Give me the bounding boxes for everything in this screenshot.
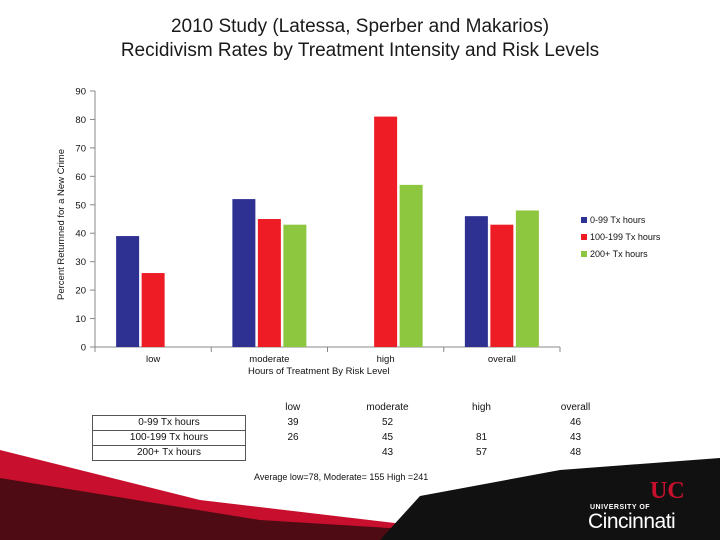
bar-low-0-99-tx-hours (116, 236, 140, 347)
legend-swatch (581, 216, 587, 223)
table-header: moderate (366, 402, 409, 414)
table-row: 200+ Tx hours 43 57 48 (92, 445, 623, 461)
table-cell: 52 (381, 417, 394, 428)
y-tick-label: 70 (75, 143, 86, 154)
table-header-row: low moderate high overall (93, 401, 623, 416)
table-cell: 46 (569, 417, 582, 428)
table-cell: 81 (475, 432, 488, 443)
table-row-label: 200+ Tx hours (92, 445, 246, 461)
uc-monogram: UC (650, 478, 685, 504)
legend-label: 200+ Tx hours (590, 248, 648, 259)
table-row: 100-199 Tx hours 26 45 81 43 (92, 430, 623, 446)
bar-chart: 0 10 20 30 40 50 60 70 80 90 low moderate high overal… (75, 87, 561, 365)
y-tick-label: 0 (81, 343, 86, 354)
table-cell: 45 (381, 432, 394, 443)
y-tick-label: 20 (75, 286, 86, 297)
y-tick-label: 10 (75, 314, 86, 325)
table-corner (93, 401, 246, 416)
table-cell: 48 (569, 447, 582, 458)
bar-high-200-tx-hours (399, 184, 423, 347)
table-row-label: 0-99 Tx hours (92, 415, 246, 431)
y-tick-label: 90 (75, 87, 86, 98)
table-row: 0-99 Tx hours 39 52 46 (92, 415, 623, 431)
y-tick-label: 40 (75, 229, 86, 240)
table-cell: 43 (569, 432, 582, 443)
bar-moderate-0-99-tx-hours (232, 199, 256, 347)
table-header: high (472, 402, 491, 414)
footer-dark-band (0, 478, 720, 540)
bar-overall-0-99-tx-hours (464, 216, 488, 347)
bar-high-100-199-tx-hours (374, 116, 398, 347)
data-table: low moderate high overall 0-99 Tx hours … (92, 401, 623, 461)
x-category-label: overall (488, 354, 516, 365)
x-category-label: moderate (249, 354, 289, 365)
bar-moderate-200-tx-hours (283, 224, 307, 347)
y-tick-label: 60 (75, 172, 86, 183)
logo-line-1: UNIVERSITY OF (590, 504, 651, 511)
footer-black-band (380, 458, 720, 540)
y-tick-label: 80 (75, 115, 86, 126)
table-cell: 39 (287, 417, 299, 428)
table-cell (435, 416, 529, 431)
table-cell: 26 (287, 432, 299, 443)
bar-moderate-100-199-tx-hours (257, 219, 281, 347)
legend-label: 0-99 Tx hours (590, 214, 646, 225)
x-category-label: low (146, 354, 160, 365)
university-logo: UC UNIVERSITY OF Cincinnati (588, 478, 706, 534)
average-hours-note: Average low=78, Moderate= 155 High =241 (254, 472, 429, 482)
table-cell: 57 (475, 447, 488, 458)
legend-swatch (581, 233, 587, 240)
x-category-label: high (377, 354, 395, 365)
table-header: low (285, 402, 301, 414)
chart-title: 2010 Study (Latessa, Sperber and Makario… (170, 16, 550, 37)
footer-decoration (0, 450, 720, 540)
legend-item-200-plus: 200+ Tx hours (581, 245, 660, 262)
bar-overall-200-tx-hours (515, 210, 539, 347)
bar-low-100-199-tx-hours (141, 273, 165, 347)
y-tick-label: 50 (75, 200, 86, 211)
table-cell: 43 (381, 447, 394, 458)
legend-item-0-99: 0-99 Tx hours (581, 211, 660, 228)
logo-line-2: Cincinnati (588, 510, 676, 533)
y-axis-label: Percent Returnned for a New Crime (56, 148, 67, 300)
legend-label: 100-199 Tx hours (590, 231, 661, 242)
y-tick-label: 30 (75, 257, 86, 268)
bar-overall-100-199-tx-hours (490, 224, 514, 347)
legend-item-100-199: 100-199 Tx hours (581, 228, 660, 245)
legend-swatch (581, 250, 587, 257)
chart-subtitle: Recidivism Rates by Treatment Intensity … (120, 40, 600, 61)
table-header: overall (560, 402, 591, 414)
x-axis-label: Hours of Treatment By Risk Level (248, 366, 390, 377)
legend: 0-99 Tx hours 100-199 Tx hours 200+ Tx h… (581, 211, 660, 262)
